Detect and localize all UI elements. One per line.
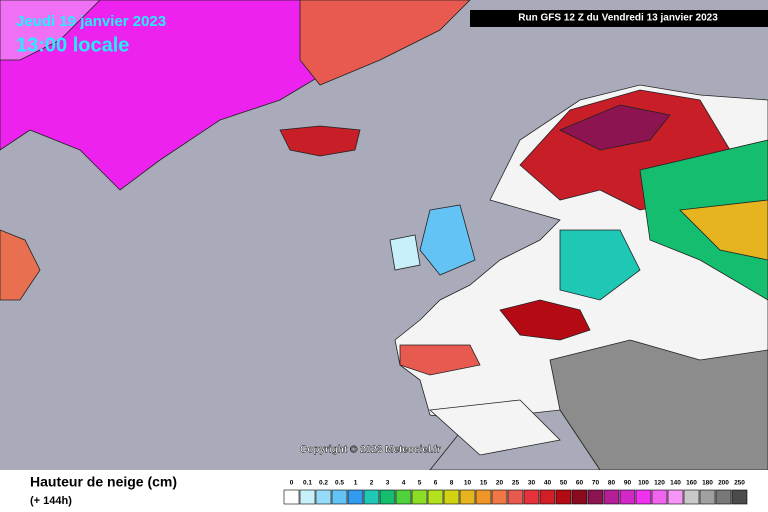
legend-swatch <box>331 489 348 505</box>
legend-label: 25 <box>512 480 520 487</box>
date-label: Jeudi 19 janvier 2023 <box>16 13 166 30</box>
time-label: 13:00 locale <box>16 34 129 56</box>
legend-swatch <box>315 489 332 505</box>
legend-label: 15 <box>480 480 488 487</box>
legend-swatch <box>699 489 716 505</box>
legend-swatch <box>555 489 572 505</box>
legend-label: 0.5 <box>335 480 344 487</box>
copyright: Copyright © 2023 Meteociel.fr <box>300 445 441 456</box>
legend-swatch <box>491 489 508 505</box>
legend-swatch <box>523 489 540 505</box>
run-box <box>470 10 768 27</box>
legend-label: 100 <box>638 480 649 487</box>
legend-label: 180 <box>702 480 713 487</box>
legend-swatch <box>715 489 732 505</box>
legend-swatch <box>667 489 684 505</box>
legend-swatch <box>651 489 668 505</box>
legend-swatch <box>587 489 604 505</box>
legend-swatch <box>603 489 620 505</box>
legend-swatch <box>475 489 492 505</box>
legend-swatch <box>571 489 588 505</box>
legend-label: 20 <box>496 480 504 487</box>
legend-label: 1 <box>354 480 358 487</box>
legend-swatch <box>619 489 636 505</box>
legend-swatch <box>299 489 316 505</box>
legend-swatch <box>731 489 748 505</box>
legend-label: 0 <box>290 480 294 487</box>
legend-swatch <box>411 489 428 505</box>
legend-swatch <box>507 489 524 505</box>
footer-lead: (+ 144h) <box>30 495 72 507</box>
legend-label: 160 <box>686 480 697 487</box>
footer-title: Hauteur de neige (cm) <box>30 474 177 490</box>
legend-label: 0.2 <box>319 480 328 487</box>
legend-swatch <box>379 489 396 505</box>
legend: 0 0.1 0.2 0.5 1 2 3 4 5 6 8 10 15 20 25 30 40 50 60 70 80 90 1… <box>283 480 748 505</box>
legend-swatch <box>283 489 300 505</box>
legend-label: 6 <box>434 480 438 487</box>
legend-swatch <box>347 489 364 505</box>
land <box>0 0 768 471</box>
legend-label: 140 <box>670 480 681 487</box>
legend-label: 250 <box>734 480 745 487</box>
legend-label: 70 <box>592 480 600 487</box>
legend-swatch <box>363 489 380 505</box>
legend-label: 0.1 <box>303 480 312 487</box>
legend-label: 90 <box>624 480 632 487</box>
legend-label: 200 <box>718 480 729 487</box>
legend-swatch <box>443 489 460 505</box>
legend-label: 30 <box>528 480 536 487</box>
legend-swatch <box>427 489 444 505</box>
legend-swatch <box>683 489 700 505</box>
legend-label: 8 <box>450 480 454 487</box>
legend-swatch <box>395 489 412 505</box>
legend-label: 80 <box>608 480 616 487</box>
legend-label: 120 <box>654 480 665 487</box>
run-label: Run GFS 12 Z du Vendredi 13 janvier 2023 <box>518 13 718 24</box>
legend-label: 3 <box>386 480 390 487</box>
legend-label: 2 <box>370 480 374 487</box>
legend-swatch <box>635 489 652 505</box>
legend-label: 40 <box>544 480 552 487</box>
legend-label: 10 <box>464 480 472 487</box>
legend-label: 5 <box>418 480 422 487</box>
legend-label: 60 <box>576 480 584 487</box>
legend-label: 4 <box>402 480 406 487</box>
legend-swatch <box>539 489 556 505</box>
legend-label: 50 <box>560 480 568 487</box>
legend-swatch <box>459 489 476 505</box>
